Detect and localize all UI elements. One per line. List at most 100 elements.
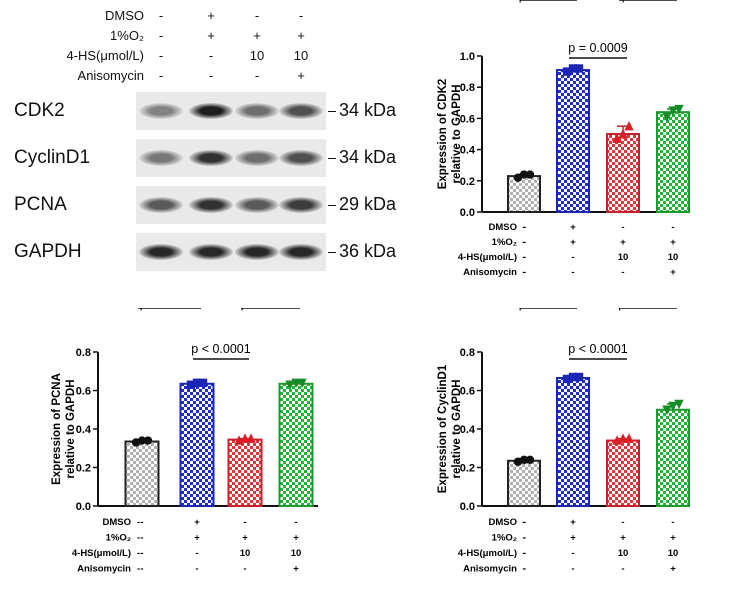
blot-treatment-value: - — [208, 68, 214, 83]
treatment-value: + — [670, 564, 676, 575]
treatment-value: 10 — [618, 252, 629, 263]
treatment-value: 10 — [668, 252, 679, 263]
data-point — [143, 436, 153, 445]
treatment-dash: - — [137, 533, 140, 544]
data-point — [568, 64, 578, 73]
treatment-value: - — [522, 564, 525, 575]
y-tick-label: 0.4 — [460, 145, 476, 157]
treatment-label: DMSO — [103, 517, 132, 528]
blot-band — [235, 103, 279, 119]
bar-3 — [606, 133, 640, 213]
blot-band — [139, 197, 183, 213]
y-tick-label: 0.8 — [460, 347, 475, 359]
kda-marker-tick — [328, 205, 336, 206]
treatment-label: 4-HS(μmol/L) — [458, 548, 517, 559]
data-point — [186, 380, 196, 389]
bar-1 — [124, 440, 160, 507]
treatment-label: 1%O₂ — [106, 533, 131, 544]
treatment-value: + — [570, 222, 576, 233]
treatment-value: + — [194, 517, 200, 528]
significance-label: p = 0.032 — [622, 0, 675, 3]
bar-3 — [227, 438, 263, 507]
bar-4 — [278, 382, 314, 507]
blot-band — [235, 150, 279, 166]
cyclind1-expression-chart: Expression of CyclinD1 relative to GAPDH0… — [437, 308, 690, 575]
blot-treatment-value: + — [207, 8, 215, 23]
bar-1 — [507, 459, 541, 507]
blot-protein-label: CyclinD1 — [14, 147, 91, 168]
blot-treatment-value: + — [253, 28, 261, 43]
y-axis-label: relative to GAPDH — [451, 379, 463, 478]
blot-treatment-value: - — [158, 68, 164, 83]
y-tick-label: 1.0 — [460, 51, 475, 63]
treatment-value: - — [522, 222, 525, 233]
data-point — [525, 455, 535, 464]
blot-treatment-label: DMSO — [105, 8, 144, 23]
treatment-value: 10 — [618, 548, 629, 559]
blot-treatment-value: - — [158, 8, 164, 23]
bar-2 — [556, 376, 590, 507]
data-point — [674, 399, 684, 410]
treatment-value: - — [522, 252, 525, 263]
data-point — [291, 378, 301, 388]
treatment-value: + — [194, 533, 200, 544]
y-tick-label: 0.2 — [460, 176, 475, 188]
treatment-dash: - — [523, 222, 526, 233]
treatment-value: - — [195, 564, 198, 575]
significance-label: p < 0.0001 — [519, 0, 578, 3]
treatment-value: - — [571, 267, 574, 278]
treatment-value: 10 — [240, 548, 251, 559]
kda-marker-tick — [328, 252, 336, 253]
treatment-label: 1%O₂ — [492, 533, 517, 544]
treatment-value: + — [670, 533, 676, 544]
treatment-label: Anisomycin — [463, 267, 517, 278]
blot-treatment-value: + — [207, 28, 215, 43]
kda-label: 36 kDa — [339, 241, 397, 261]
blot-treatment-label: 4-HS(μmol/L) — [66, 48, 144, 63]
kda-marker-tick — [328, 111, 336, 112]
significance-label: p < 0.0001 — [241, 308, 300, 311]
treatment-dash: - — [523, 533, 526, 544]
treatment-value: + — [293, 564, 299, 575]
y-tick-label: 0.0 — [76, 501, 91, 513]
blot-protein-label: PCNA — [14, 194, 67, 215]
bar-4 — [656, 408, 690, 507]
data-point — [668, 401, 678, 412]
y-tick-label: 0.2 — [76, 463, 91, 475]
y-tick-label: 0.2 — [460, 463, 475, 475]
bar-2 — [556, 69, 590, 214]
treatment-label: Anisomycin — [77, 564, 131, 575]
data-point — [624, 433, 634, 443]
treatment-dash: - — [523, 517, 526, 528]
bar-1 — [507, 175, 541, 213]
data-point — [662, 112, 672, 123]
kda-label: 29 kDa — [339, 194, 397, 214]
data-point — [574, 64, 584, 73]
y-axis-label: Expression of CDK2 — [437, 79, 449, 190]
treatment-value: 10 — [291, 548, 302, 559]
y-tick-label: 0.8 — [76, 347, 91, 359]
blot-band — [139, 150, 183, 166]
significance-label: p < 0.0001 — [519, 308, 578, 311]
blot-band — [189, 197, 233, 213]
data-point — [624, 121, 634, 131]
blot-band — [279, 150, 323, 166]
blot-band — [279, 197, 323, 213]
y-axis-label: Expression of CyclinD1 — [437, 364, 449, 493]
y-axis-label: Expression of PCNA — [51, 373, 63, 485]
blot-band — [139, 103, 183, 119]
treatment-value: - — [571, 548, 574, 559]
blot-protein-label: CDK2 — [14, 100, 65, 121]
y-axis-label: relative to GAPDH — [451, 84, 463, 183]
western-blot-panel: DMSO - + - -1%O₂ - + + +4-HS(μmol/L) - -10 10 Anisom… — [0, 0, 420, 280]
data-point — [285, 380, 295, 390]
treatment-value: + — [242, 533, 248, 544]
treatment-value: + — [570, 237, 576, 248]
blot-treatment-value: 10 — [293, 48, 309, 63]
treatment-value: + — [620, 533, 626, 544]
y-tick-label: 0.6 — [460, 113, 475, 125]
blot-band — [189, 244, 233, 260]
treatment-value: - — [522, 533, 525, 544]
y-tick-label: 0.6 — [460, 386, 475, 398]
treatment-value: + — [293, 533, 299, 544]
